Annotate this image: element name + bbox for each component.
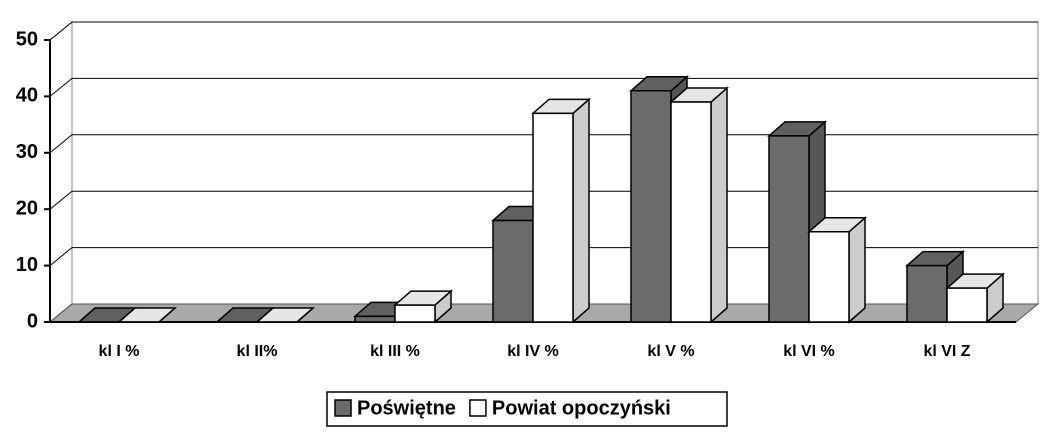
side-wall — [49, 20, 73, 324]
bar-face — [532, 112, 574, 323]
legend-label: Powiat opoczyński — [492, 397, 671, 419]
bar-face — [808, 231, 850, 323]
x-tick-label: kl VI % — [783, 343, 835, 360]
y-tick-label: 50 — [16, 28, 38, 50]
grid-line — [49, 21, 1038, 41]
bar-face — [710, 86, 728, 324]
x-tick-label: kl III % — [370, 343, 420, 360]
legend-box — [326, 391, 728, 427]
bar-face — [946, 287, 988, 323]
bar — [669, 86, 729, 324]
legend-label: Poświętne — [357, 397, 456, 419]
x-tick-label: kl IV % — [507, 343, 559, 360]
x-tick-label: kl V % — [647, 343, 694, 360]
x-tick-label: kl VI Z — [923, 343, 970, 360]
y-tick-label: 0 — [27, 310, 38, 332]
bar-face — [768, 135, 810, 323]
grid-line — [49, 77, 1038, 97]
bar-face — [630, 90, 672, 323]
bar-face — [354, 315, 396, 323]
bar-face — [572, 97, 590, 324]
bar-face — [492, 219, 534, 323]
bar-face — [906, 264, 948, 323]
legend-swatch — [334, 399, 352, 417]
x-tick-label: kl II% — [237, 343, 278, 360]
legend-swatch — [469, 399, 487, 417]
bar-face — [394, 304, 436, 323]
y-tick-label: 10 — [16, 254, 38, 276]
bar-face — [848, 216, 866, 324]
bar — [255, 307, 315, 323]
y-tick-label: 40 — [16, 85, 38, 107]
bar — [807, 216, 867, 324]
bar — [531, 97, 591, 324]
y-tick-label: 30 — [16, 141, 38, 163]
x-tick-label: kl I % — [99, 343, 140, 360]
bar — [117, 307, 177, 323]
bar — [945, 272, 1005, 324]
bar — [393, 289, 453, 324]
y-tick-label: 20 — [16, 197, 38, 219]
bar-face — [670, 101, 712, 323]
